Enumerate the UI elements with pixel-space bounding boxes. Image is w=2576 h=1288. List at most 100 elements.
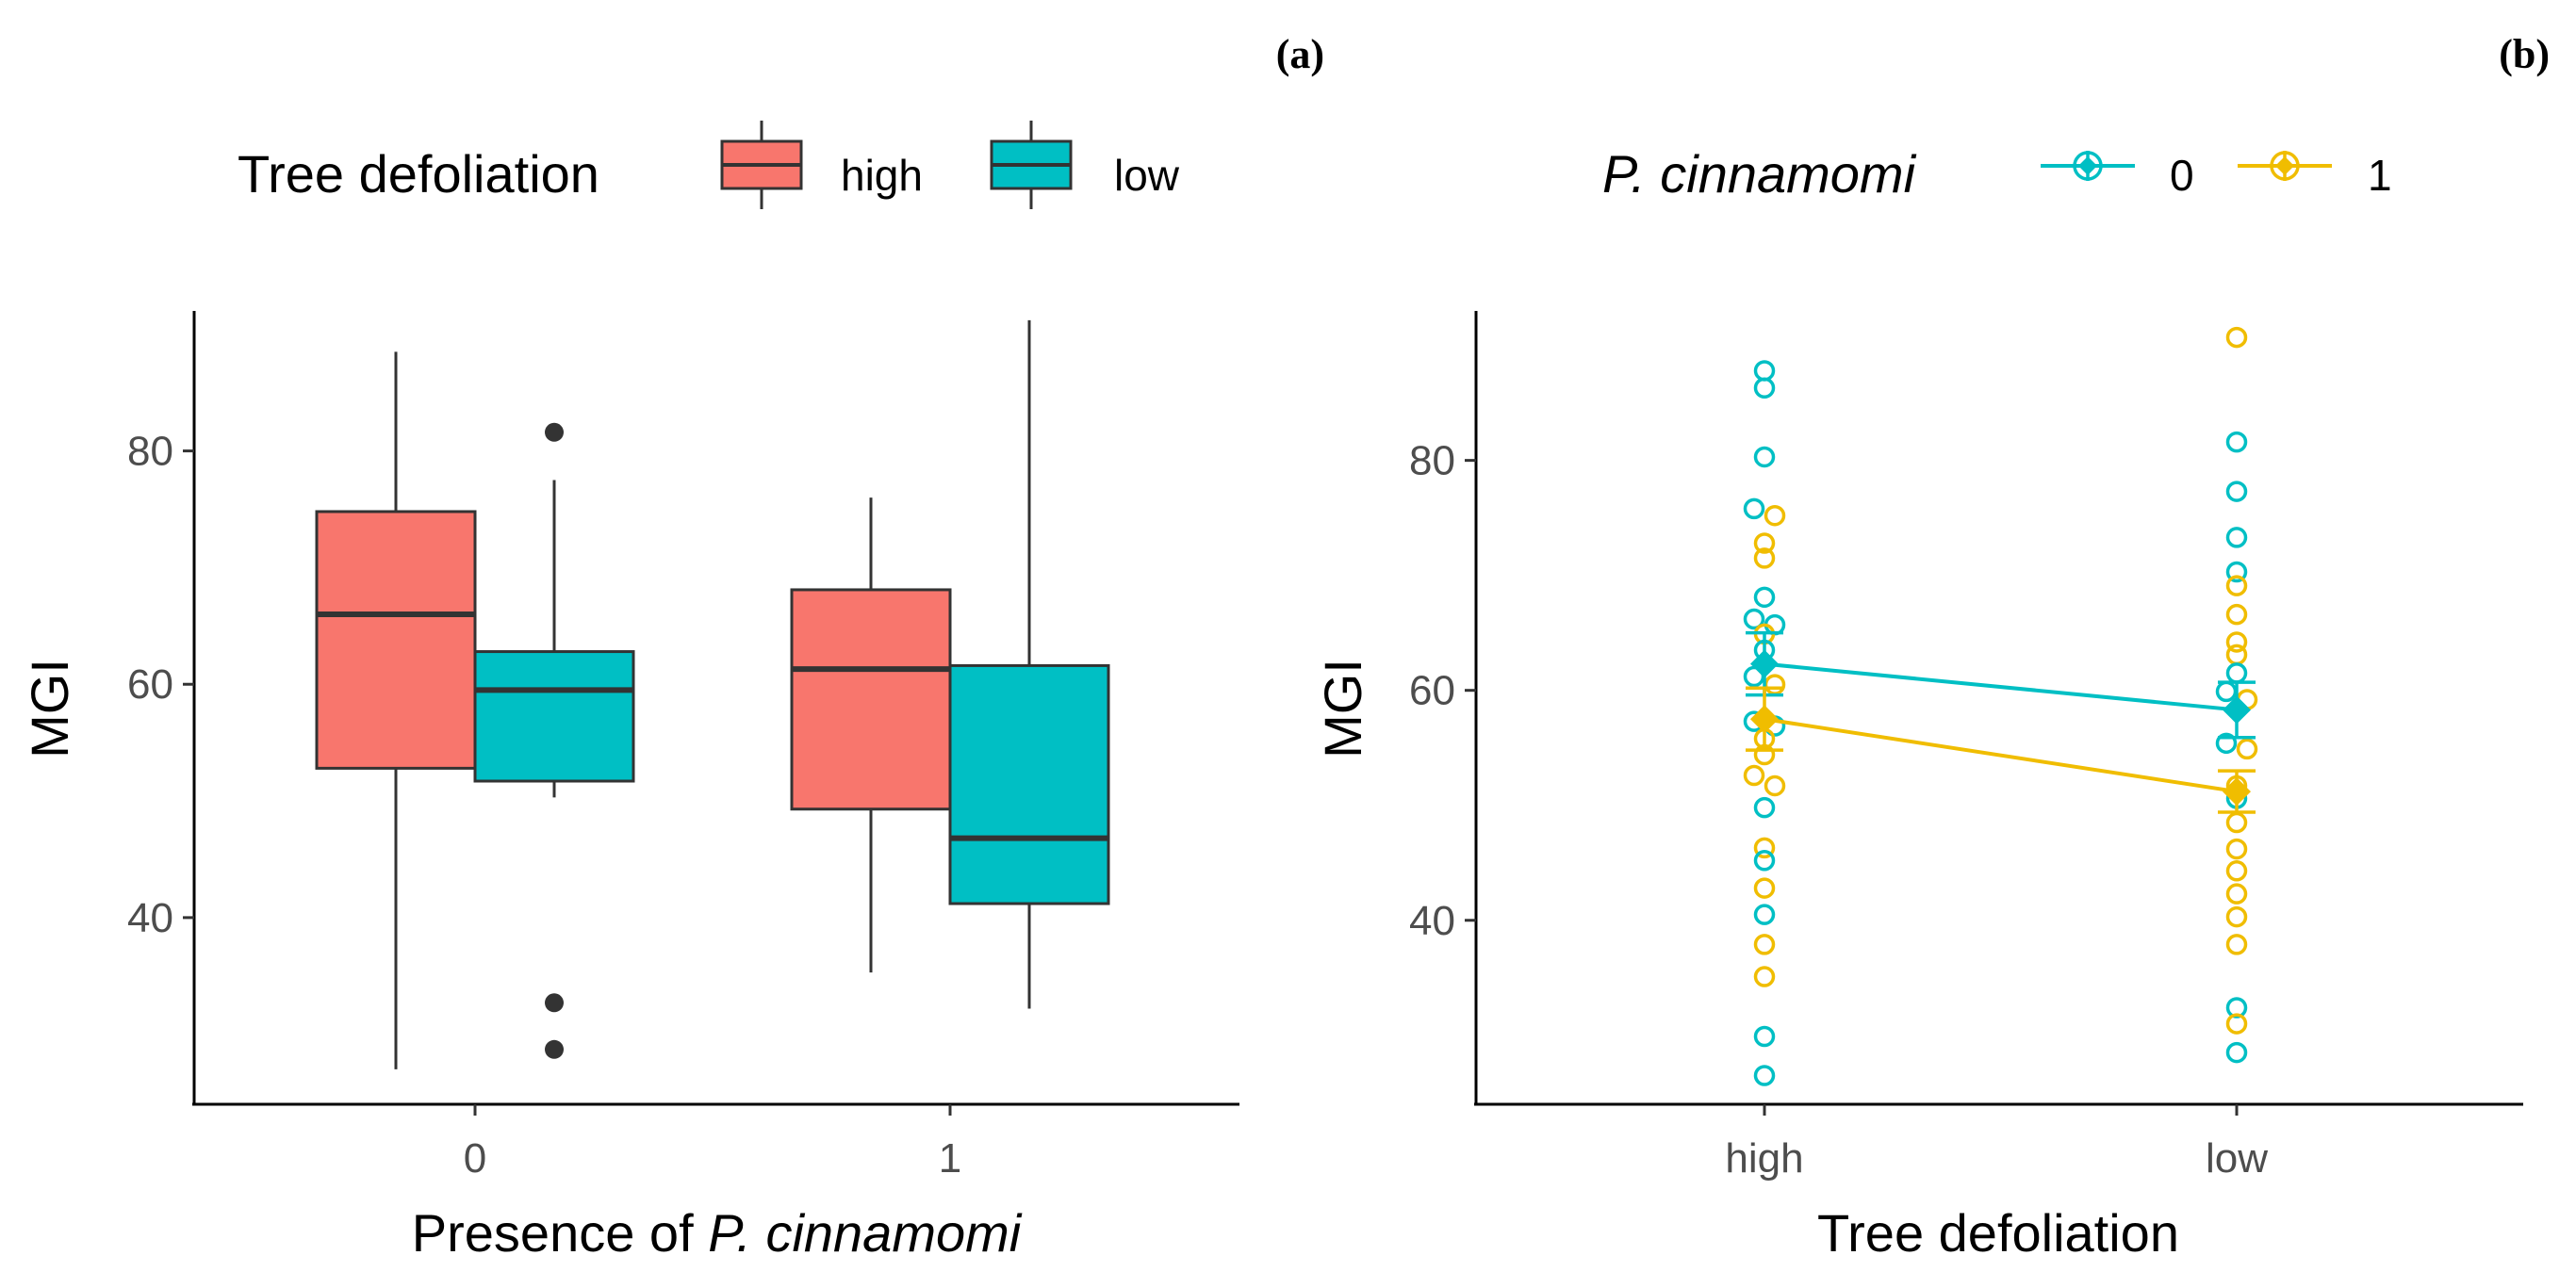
boxplot-layer — [315, 319, 1110, 1069]
points-layer — [1743, 326, 2258, 1086]
data-point-low-pc0 — [2225, 1041, 2248, 1064]
x-axis-title-a: Presence of P. cinnamomi — [412, 1203, 1023, 1263]
legend-b-key-1 — [2238, 151, 2332, 181]
legend-b-label-0: 0 — [2170, 151, 2194, 200]
legend-a-label-high: high — [841, 151, 923, 200]
legend-key-diamond — [2078, 156, 2097, 175]
data-point-low-pc1 — [2225, 883, 2248, 905]
data-point-high-pc0 — [1753, 377, 1776, 399]
data-point-high-pc0 — [1753, 360, 1776, 382]
x-ticks-b: high low — [1725, 1104, 2268, 1182]
box-body — [473, 650, 635, 783]
data-point-high-pc1 — [1764, 504, 1786, 527]
data-point-high-pc1 — [1743, 764, 1765, 787]
outlier-point — [545, 993, 564, 1013]
data-point-low-pc1 — [2225, 838, 2248, 860]
legend-a: Tree defoliation high low — [238, 121, 1180, 209]
outlier-point — [545, 1039, 564, 1059]
x-tick-label: high — [1725, 1135, 1803, 1182]
data-point-low-pc1 — [2225, 644, 2248, 666]
x-axis-title-a-italic: P. cinnamomi — [708, 1203, 1023, 1263]
legend-key-diamond — [2275, 156, 2294, 175]
mean-point — [2223, 695, 2251, 725]
data-point-high-pc0 — [1743, 497, 1765, 520]
panel-a-label: (a) — [1276, 31, 1324, 77]
data-point-low-pc1 — [2225, 326, 2248, 349]
data-point-low-pc1 — [2225, 905, 2248, 928]
data-point-high-pc1 — [1753, 837, 1776, 859]
data-point-high-pc0 — [1753, 586, 1776, 609]
box-1-low — [948, 319, 1110, 1009]
data-point-low-pc1 — [2225, 811, 2248, 834]
mean-point — [1750, 649, 1779, 678]
data-point-high-pc1 — [1753, 877, 1776, 899]
panel-b-label: (b) — [2499, 31, 2550, 77]
data-point-low-pc0 — [2225, 561, 2248, 583]
x-tick-label: low — [2206, 1135, 2268, 1182]
data-point-high-pc0 — [1743, 608, 1765, 630]
data-point-low-pc0 — [2225, 997, 2248, 1019]
mean-line — [1764, 661, 2238, 712]
x-axis-title-a-prefix: Presence of — [412, 1203, 708, 1263]
mean-series-1 — [1746, 686, 2256, 814]
data-point-low-pc0 — [2225, 527, 2248, 548]
data-point-low-pc1 — [2225, 575, 2248, 596]
data-point-high-pc1 — [1753, 532, 1776, 554]
data-point-high-pc1 — [1764, 774, 1786, 797]
data-point-low-pc1 — [2225, 1013, 2248, 1035]
y-tick-label: 60 — [1409, 668, 1455, 714]
x-tick-label: 1 — [939, 1135, 961, 1182]
data-point-low-pc0 — [2225, 481, 2248, 502]
legend-b-key-0 — [2041, 151, 2135, 181]
data-point-high-pc1 — [1753, 966, 1776, 987]
y-tick-label: 40 — [127, 895, 173, 941]
data-point-low-pc0 — [2225, 662, 2248, 684]
data-point-high-pc0 — [1753, 904, 1776, 925]
y-axis-title-b: MGI — [1313, 659, 1372, 758]
box-0-high — [315, 351, 477, 1069]
data-point-high-pc0 — [1753, 1065, 1776, 1086]
y-tick-label: 80 — [127, 429, 173, 475]
data-point-low-pc1 — [2236, 738, 2258, 760]
outlier-point — [545, 422, 564, 442]
box-0-low — [473, 422, 635, 1059]
legend-b: P. cinnamomi 0 1 — [1602, 144, 2392, 204]
x-tick-label: 0 — [464, 1135, 486, 1182]
data-point-low-pc0 — [2225, 431, 2248, 453]
mean-series-0 — [1746, 630, 2256, 740]
mean-point — [1750, 705, 1779, 734]
data-point-low-pc1 — [2225, 631, 2248, 653]
mean-point — [2223, 777, 2251, 807]
legend-a-key-low — [990, 121, 1073, 209]
data-point-high-pc1 — [1753, 934, 1776, 955]
data-point-low-pc1 — [2225, 860, 2248, 882]
data-point-high-pc0 — [1753, 796, 1776, 819]
data-point-low-pc0 — [2215, 680, 2238, 703]
box-body — [315, 510, 477, 770]
x-axis-title-b: Tree defoliation — [1817, 1203, 2179, 1263]
data-point-high-pc0 — [1753, 1025, 1776, 1048]
legend-a-title: Tree defoliation — [238, 144, 599, 204]
box-body — [790, 588, 952, 811]
y-ticks-b: 40 60 80 — [1409, 438, 1476, 944]
means-layer — [1746, 630, 2256, 814]
legend-b-label-1: 1 — [2368, 151, 2392, 200]
legend-key-circle — [2073, 151, 2103, 181]
legend-b-title: P. cinnamomi — [1602, 144, 1917, 204]
y-tick-label: 80 — [1409, 438, 1455, 484]
legend-key-circle — [2270, 151, 2300, 181]
data-point-low-pc0 — [2215, 732, 2238, 755]
data-point-low-pc1 — [2225, 603, 2248, 626]
y-tick-label: 40 — [1409, 898, 1455, 944]
data-point-high-pc1 — [1764, 674, 1786, 695]
y-ticks-a: 40 60 80 — [127, 429, 194, 941]
legend-a-key-high — [720, 121, 803, 209]
box-body — [948, 663, 1110, 905]
mean-line — [1764, 717, 2238, 794]
data-point-high-pc0 — [1753, 850, 1776, 872]
y-tick-label: 60 — [127, 661, 173, 708]
box-1-high — [790, 497, 952, 973]
